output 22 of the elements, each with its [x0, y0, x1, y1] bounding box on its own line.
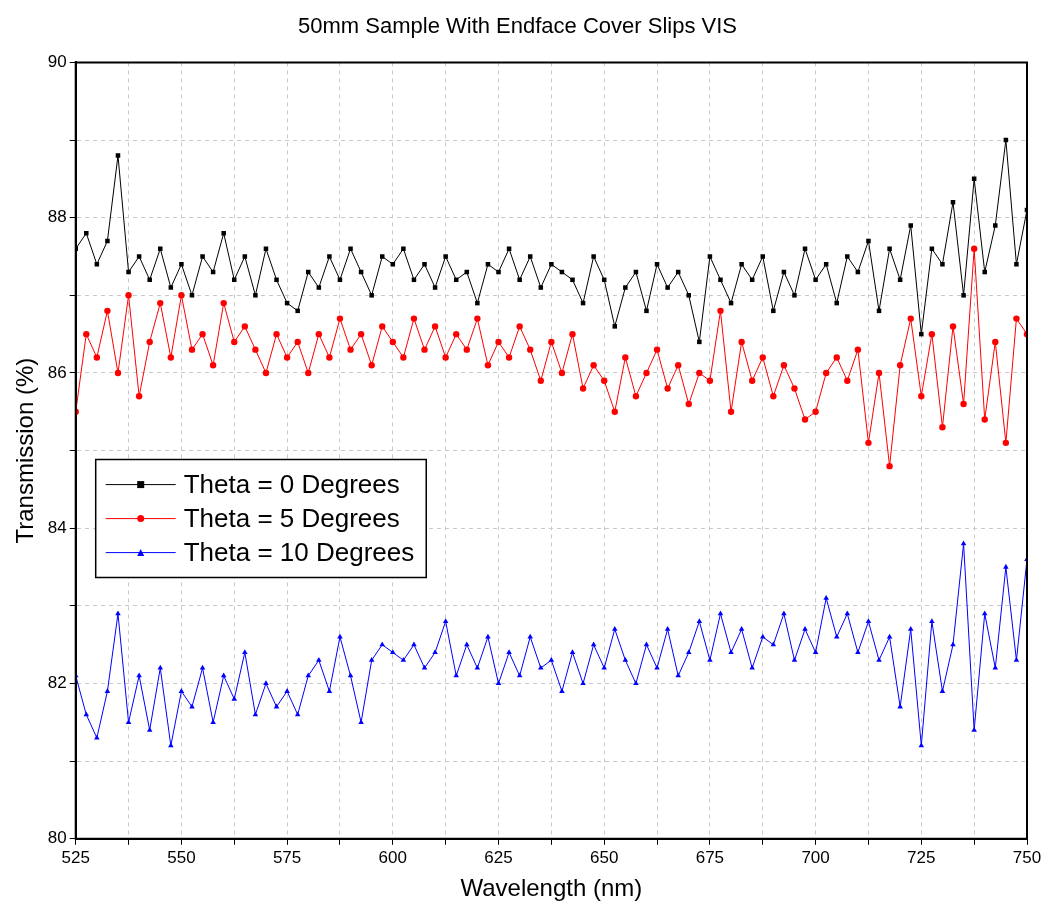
- y-tick-label: 88: [47, 207, 67, 227]
- x-tick-label: 525: [61, 847, 90, 867]
- x-tick-label: 600: [378, 847, 407, 867]
- y-tick-label: 80: [47, 828, 67, 848]
- legend-label: Theta = 10 Degrees: [183, 536, 415, 567]
- y-tick-label: 84: [47, 517, 67, 537]
- x-axis-title: Wavelength (nm): [460, 874, 643, 902]
- legend-label: Theta = 5 Degrees: [183, 502, 400, 533]
- x-tick-label: 650: [590, 847, 619, 867]
- y-tick-label: 82: [47, 673, 67, 693]
- y-axis-title: Transmission (%): [11, 357, 39, 544]
- y-tick-label: 86: [47, 362, 67, 382]
- chart-title: 50mm Sample With Endface Cover Slips VIS: [298, 13, 737, 39]
- x-tick-label: 700: [801, 847, 830, 867]
- x-tick-label: 550: [167, 847, 196, 867]
- x-tick-label: 675: [695, 847, 725, 867]
- x-tick-label: 575: [272, 847, 302, 867]
- x-tick-label: 750: [1012, 847, 1042, 867]
- x-tick-label: 725: [907, 847, 936, 867]
- x-tick-label: 625: [484, 847, 513, 867]
- legend-label: Theta = 0 Degrees: [183, 468, 400, 499]
- y-tick-label: 90: [47, 52, 67, 72]
